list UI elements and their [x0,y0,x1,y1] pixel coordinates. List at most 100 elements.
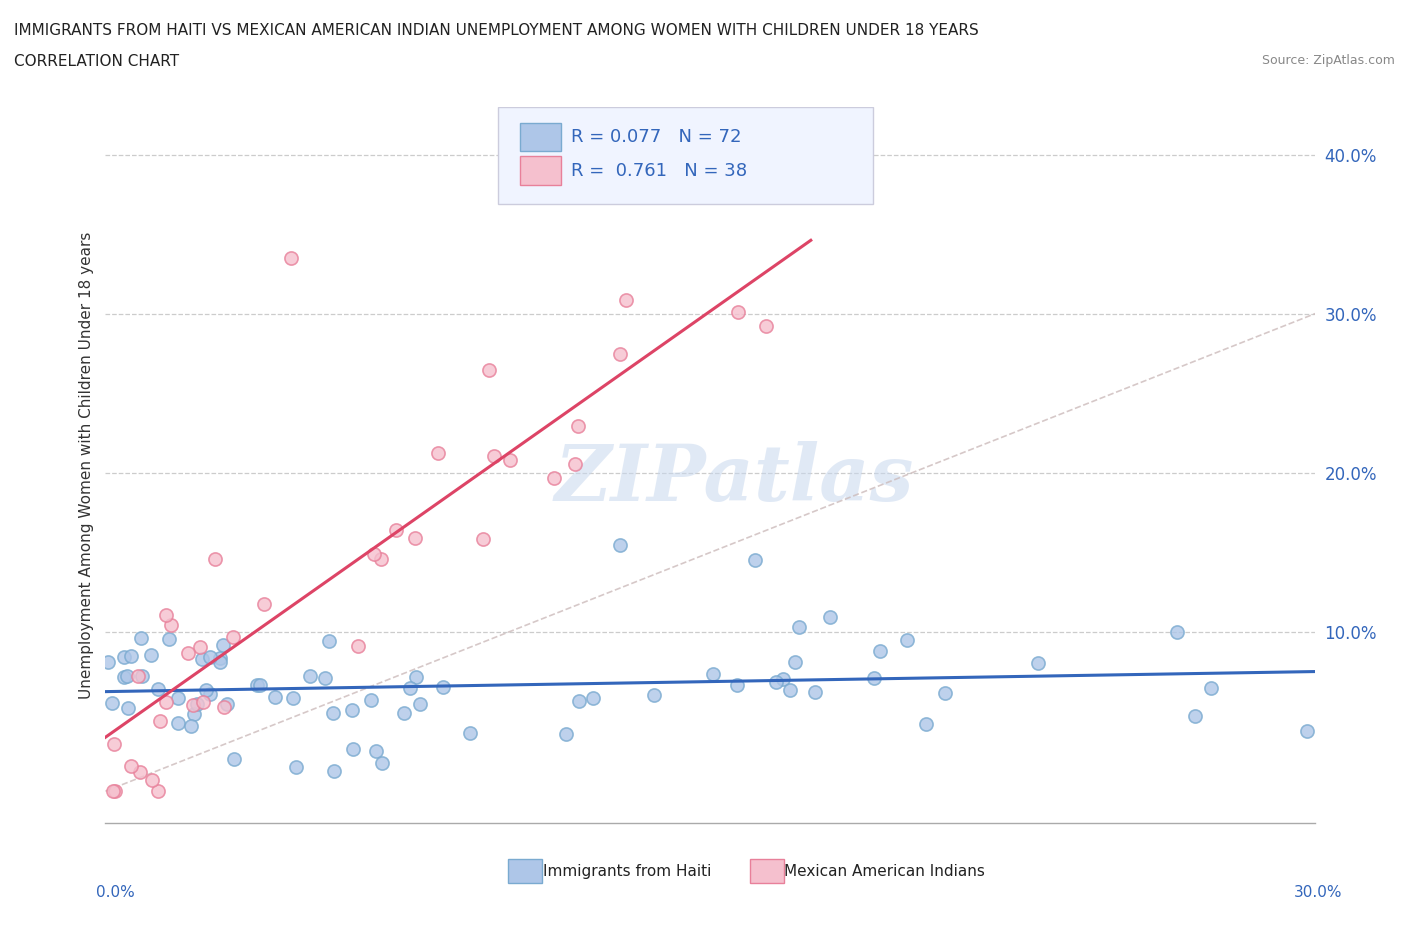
Point [609,538,631,552]
Point [285,760,308,775]
Point [167,715,190,730]
Text: ZIPatlas: ZIPatlas [554,441,914,518]
Point [484,448,506,463]
Text: 0.0%: 0.0% [96,885,135,900]
Point [129,631,152,645]
Point [1295,724,1317,739]
Point [323,764,346,778]
Point [727,305,749,320]
FancyBboxPatch shape [508,859,541,884]
Point [370,551,392,566]
Point [281,691,304,706]
Point [186,697,208,711]
Point [249,677,271,692]
Point [112,670,135,684]
Point [263,690,285,705]
Point [318,633,340,648]
Point [211,637,233,652]
Point [131,669,153,684]
Point [97,655,120,670]
Point [204,551,226,566]
Point [869,644,891,658]
Point [246,677,269,692]
Point [103,784,125,799]
Point [146,682,169,697]
Point [609,346,631,361]
Point [432,680,454,695]
Point [222,629,245,644]
Point [212,700,235,715]
Point [408,697,430,711]
Point [643,687,665,702]
Point [176,646,198,661]
Point [772,671,794,686]
Point [1166,625,1188,640]
Point [471,531,494,546]
Point [755,319,778,334]
Point [183,707,205,722]
Point [157,631,180,646]
Point [253,596,276,611]
Point [148,783,170,798]
Text: Source: ZipAtlas.com: Source: ZipAtlas.com [1261,54,1395,67]
Point [744,553,766,568]
Point [398,681,420,696]
Point [180,718,202,733]
Point [1199,681,1222,696]
Point [181,698,204,712]
Point [191,695,214,710]
Point [209,651,232,666]
Point [392,706,415,721]
Point [117,701,139,716]
Point [478,362,501,377]
Point [166,690,188,705]
Point [280,251,302,266]
Text: R =  0.761   N = 38: R = 0.761 N = 38 [571,162,747,179]
Point [564,457,586,472]
Point [322,706,344,721]
Point [804,684,827,699]
Point [582,691,605,706]
Point [914,717,936,732]
Point [385,523,408,538]
Point [863,671,886,685]
Point [198,649,221,664]
Point [117,669,139,684]
Point [347,638,370,653]
Point [360,693,382,708]
Point [155,695,177,710]
Point [314,671,336,685]
Point [363,547,385,562]
Point [198,686,221,701]
Point [765,674,787,689]
FancyBboxPatch shape [499,107,873,204]
Point [120,648,142,663]
Point [127,668,149,683]
Point [567,418,589,433]
Point [299,669,322,684]
Point [1184,709,1206,724]
FancyBboxPatch shape [520,123,561,152]
Point [159,618,181,632]
Y-axis label: Unemployment Among Women with Children Under 18 years: Unemployment Among Women with Children U… [79,232,94,698]
Point [427,445,450,460]
Point [101,696,124,711]
Point [188,639,211,654]
Text: R = 0.077   N = 72: R = 0.077 N = 72 [571,128,741,146]
Point [725,678,748,693]
FancyBboxPatch shape [520,156,561,185]
Point [896,632,918,647]
Text: Mexican American Indians: Mexican American Indians [783,864,984,879]
Point [543,471,565,485]
Point [818,610,841,625]
Point [499,453,522,468]
Text: 30.0%: 30.0% [1295,885,1343,900]
Point [112,649,135,664]
Point [224,752,246,767]
Point [120,758,142,773]
Point [779,683,801,698]
Point [614,293,637,308]
Point [404,530,426,545]
Point [555,726,578,741]
Text: CORRELATION CHART: CORRELATION CHART [14,54,179,69]
